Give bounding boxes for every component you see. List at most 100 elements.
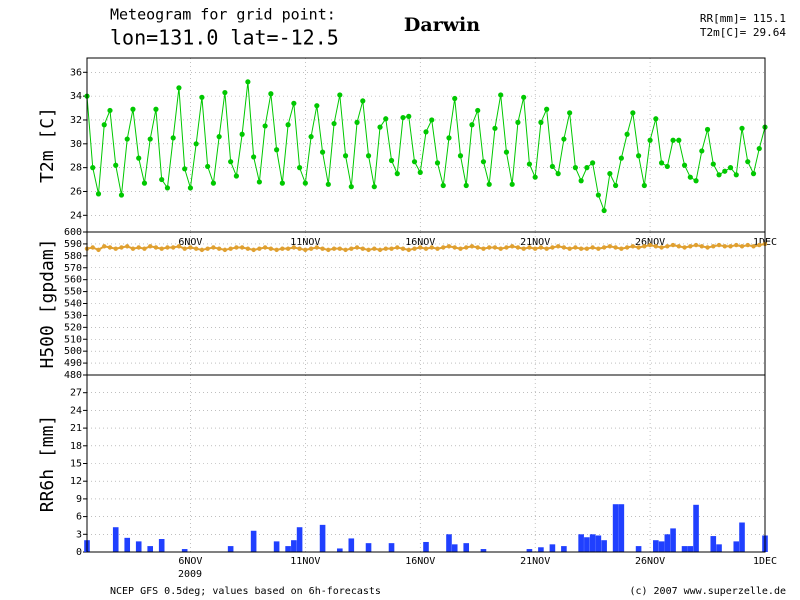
bar [733,541,740,552]
bar [365,543,372,552]
data-point [693,178,699,184]
data-point [274,247,279,253]
annotation: T2m[C]= 29.64 [700,26,786,39]
data-point [216,134,222,140]
data-point [739,125,745,131]
bar [526,549,533,552]
y-tick-label: 0 [76,547,82,558]
bar [595,535,602,552]
data-point [635,153,642,159]
data-point [96,247,101,253]
data-point [469,244,475,249]
y-tick-label: 600 [64,227,82,238]
bar [589,534,596,552]
data-point [377,124,383,130]
bar [446,534,452,552]
data-point [504,245,509,250]
bar [227,546,234,552]
data-point [757,242,762,248]
data-point [498,92,504,98]
data-point [234,245,239,250]
data-point [521,94,527,100]
data-point [567,246,572,251]
y-tick-label: 36 [70,67,82,78]
data-point [102,244,107,249]
data-point [463,182,469,189]
data-point [274,147,280,153]
data-point [130,246,136,251]
data-point [199,247,205,253]
bar [612,504,619,552]
bar [319,524,326,552]
data-point [211,245,216,250]
data-point [366,247,371,253]
data-point [681,162,688,168]
x-tick-label: 26NOV [635,556,665,567]
data-point [624,131,630,137]
data-point [630,110,636,116]
bar [135,541,142,552]
data-point [205,163,211,170]
data-point [532,246,538,251]
x-tick-label: 1DEC [753,556,777,567]
data-point [159,246,164,251]
x-tick-label: 6NOV [178,237,202,248]
data-point [555,244,561,249]
data-point [441,245,446,250]
data-point [245,246,251,251]
data-point [268,91,274,97]
data-point [469,122,475,128]
data-point [728,244,733,249]
data-point [521,246,526,251]
data-point [440,182,446,189]
data-point [326,247,331,253]
data-point [596,246,601,251]
data-point [532,174,538,180]
data-point [699,244,704,249]
bar [584,537,590,552]
data-point [251,247,256,253]
data-point [624,245,630,250]
data-point [647,137,653,143]
bar [158,539,165,552]
y-tick-label: 24 [70,210,82,221]
data-point [142,246,147,251]
bar [693,504,699,552]
x-tick-label: 21NOV [520,237,550,248]
data-point [452,245,457,250]
data-point [412,246,417,251]
data-point [101,122,107,128]
data-point [342,153,349,159]
data-point [406,113,412,119]
data-point [193,246,199,251]
data-point [303,247,308,253]
data-point [475,107,481,114]
bar [273,541,280,552]
y-tick-label: 26 [70,186,82,197]
data-point [475,245,480,250]
data-point [481,246,486,251]
y-axis-label: T2m [C] [37,107,58,183]
data-point [423,246,429,251]
data-point [182,166,188,172]
data-point [400,246,406,251]
data-point [739,244,745,249]
data-point [550,245,555,250]
data-point [337,246,343,251]
chart-title: Meteogram for grid point: [110,6,336,24]
data-point [727,165,734,171]
y-tick-label: 28 [70,163,82,174]
data-point [423,129,429,135]
data-point [107,107,113,114]
data-point [389,246,394,251]
data-point [688,244,693,249]
bar [181,549,188,552]
data-point [383,246,388,251]
data-point [113,162,119,168]
y-tick-label: 27 [70,388,82,399]
bar [451,544,458,552]
data-point [90,245,95,250]
data-point [503,149,510,155]
data-point [653,116,659,122]
data-point [722,168,728,174]
